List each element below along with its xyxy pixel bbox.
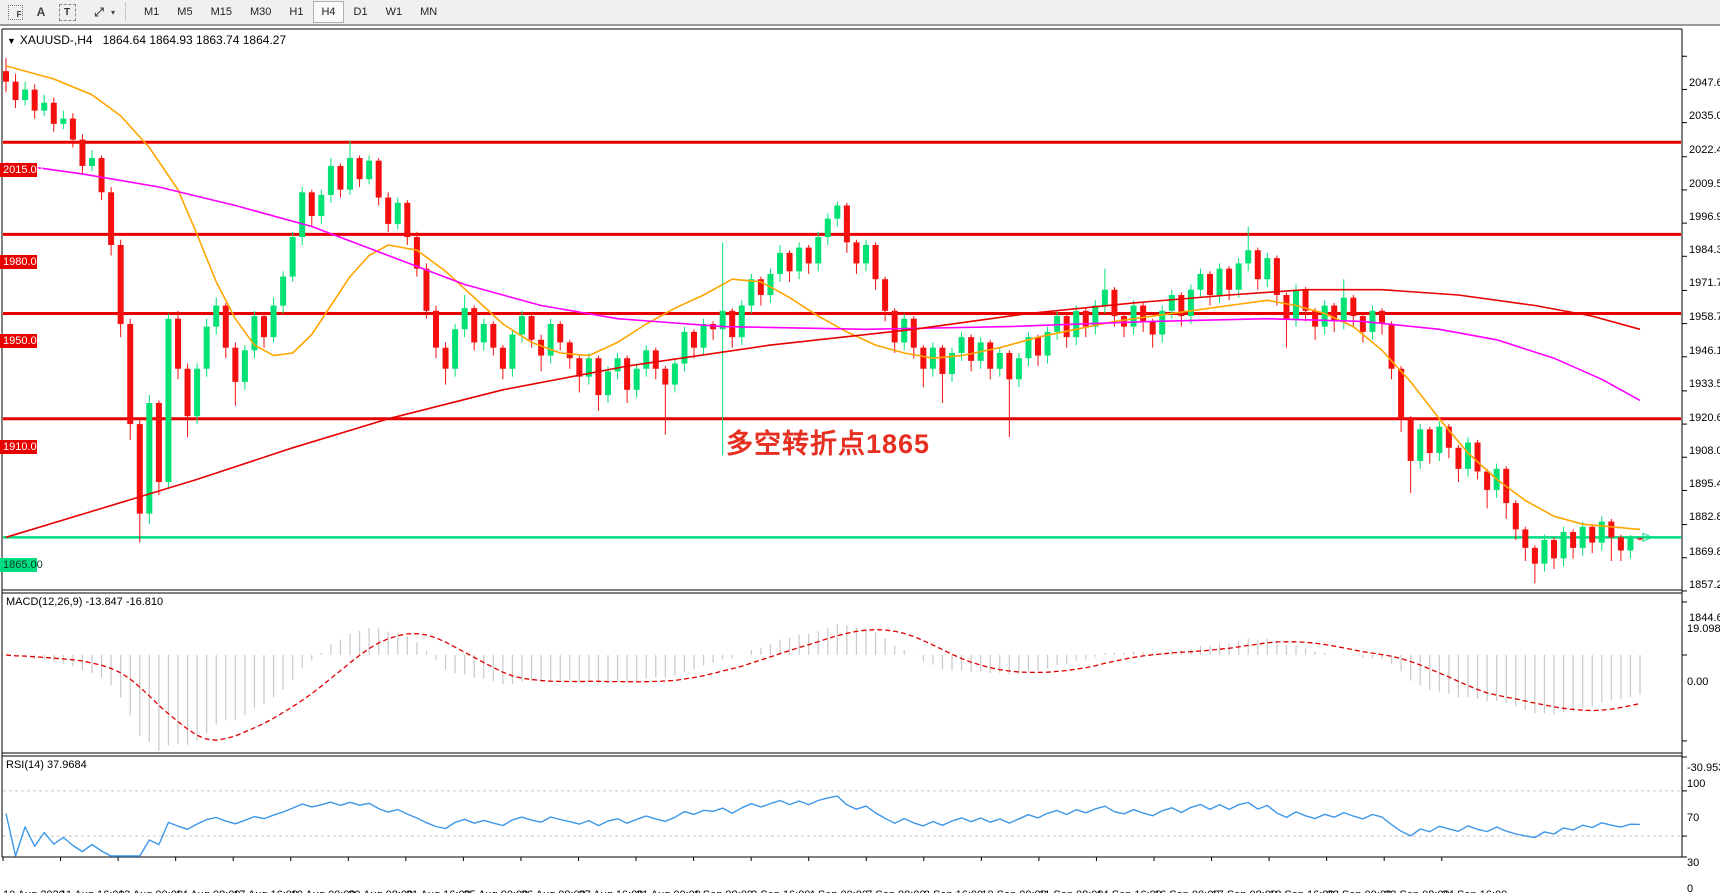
price-tick-label: 1958.75 (1689, 311, 1720, 324)
date-label: 10 Aug 2020 (3, 889, 65, 893)
text-label-icon[interactable]: A (36, 5, 46, 19)
price-tick-label: 1882.80 (1689, 511, 1720, 524)
timeframe-button-m30[interactable]: M30 (249, 6, 272, 18)
toolbar-separator (125, 3, 127, 21)
timeframe-button-h4[interactable]: H4 (313, 1, 344, 23)
date-label: 11 Aug 16:00 (61, 889, 125, 893)
price-tick-label: 1895.40 (1689, 478, 1720, 491)
macd-indicator-label: MACD(12,26,9) -13.847 -16.810 (6, 596, 163, 608)
date-label: 8 Sep 16:00 (924, 889, 983, 893)
timeframe-button-group: M1 M5 M15 M30 H1 H4 D1 W1 MN (135, 1, 446, 23)
price-tick-label: 1844.65 (1689, 611, 1720, 624)
rsi-tick-label: 70 (1687, 811, 1700, 824)
timeframe-button-mn[interactable]: MN (420, 6, 438, 18)
date-label: 2 Sep 16:00 (751, 889, 810, 893)
rsi-tick-label: 100 (1687, 778, 1706, 790)
macd-signal-line (5, 628, 1641, 741)
price-flag-green: 1865.00 (0, 558, 43, 573)
price-tick-label: 2047.65 (1689, 77, 1720, 90)
date-label: 24 Sep 16:00 (1442, 889, 1507, 893)
macd-tick-label: 19.098 (1687, 623, 1720, 635)
date-label: 11 Sep 08:00 (1039, 889, 1104, 893)
price-tick-label: 2035.05 (1689, 110, 1720, 123)
price-tick-label: 2022.45 (1689, 143, 1720, 156)
price-flag-1910.00: 1910.00 (0, 439, 43, 454)
date-label: 22 Sep 00:00 (1327, 889, 1392, 893)
ma-slow-red (5, 288, 1641, 539)
date-label: 26 Aug 08:00 (521, 889, 586, 893)
price-flag-1950.00: 1950.00 (0, 334, 43, 349)
price-tick-label: 1908.00 (1689, 445, 1720, 458)
date-label: 31 Aug 00:00 (636, 889, 701, 893)
date-label: 16 Sep 00:00 (1154, 889, 1219, 893)
price-chart-canvas[interactable] (0, 28, 1720, 893)
price-tick-label: 1996.90 (1689, 210, 1720, 223)
date-label: 27 Aug 16:00 (579, 889, 644, 893)
timeframe-button-h1[interactable]: H1 (289, 6, 304, 18)
text-tool-icon[interactable]: T (56, 2, 78, 22)
price-tick-label: 1920.60 (1689, 411, 1720, 424)
macd-values: -13.847 -16.810 (85, 596, 164, 608)
timeframe-button-m15[interactable]: M15 (210, 6, 232, 18)
rsi-value: 37.9684 (46, 759, 87, 771)
rsi-tick-label: 30 (1687, 857, 1700, 870)
toolbar: F A T ⤢ ▾ M1 M5 M15 M30 H1 H4 D1 W1 MN (0, 0, 1720, 26)
rsi-indicator-label: RSI(14) 37.9684 (6, 759, 87, 771)
date-label: 1 Sep 08:00 (694, 889, 753, 893)
rsi-tick-label: 0 (1687, 883, 1694, 893)
macd-name: MACD(12,26,9) (6, 596, 83, 608)
date-label: 25 Aug 00:00 (463, 889, 528, 893)
price-tick-label: 1946.15 (1689, 344, 1720, 357)
date-label: 14 Aug 08:00 (176, 889, 241, 893)
date-label: 23 Sep 08:00 (1384, 889, 1449, 893)
date-label: 17 Sep 08:00 (1212, 889, 1277, 893)
price-flag-2015.00: 2015.00 (0, 163, 43, 178)
timeframe-button-m1[interactable]: M1 (144, 6, 160, 18)
price-tick-label: 1933.55 (1689, 377, 1720, 390)
date-label: 18 Sep 16:00 (1269, 889, 1334, 893)
timeframe-button-w1[interactable]: W1 (385, 6, 403, 18)
ma-fast-orange (5, 65, 1641, 531)
date-label: 4 Sep 00:00 (809, 889, 868, 893)
green-line-arrow-icon (1642, 532, 1653, 542)
freehand-draw-icon[interactable]: F (4, 2, 26, 22)
symbol-label: XAUUSD-,H4 (19, 33, 93, 47)
rsi-name: RSI(14) (6, 759, 44, 771)
date-label: 21 Aug 16:00 (406, 889, 471, 893)
symbol-ohlc-line[interactable]: ▼ XAUUSD-,H4 1864.64 1864.93 1863.74 1864.… (7, 33, 286, 47)
dropdown-caret-icon[interactable]: ▾ (111, 7, 116, 17)
price-tick-label: 1869.85 (1689, 545, 1720, 558)
price-tick-label: 1971.70 (1689, 277, 1720, 290)
macd-tick-label: 0.00 (1687, 676, 1709, 688)
date-label: 14 Sep 16:00 (1096, 889, 1161, 893)
rsi-line (5, 795, 1641, 857)
date-label: 20 Aug 08:00 (348, 889, 413, 893)
price-tick-label: 2009.50 (1689, 177, 1720, 190)
cursor-arrows-icon[interactable]: ⤢ (94, 4, 104, 19)
date-label: 17 Aug 16:00 (233, 889, 298, 893)
date-label: 13 Aug 00:00 (118, 889, 183, 893)
chart-area[interactable]: 2047.65 2035.05 2022.45 2009.50 1996.90 1984.… (0, 28, 1720, 893)
chart-menu-caret-icon[interactable]: ▼ (7, 36, 16, 46)
ohlc-values: 1864.64 1864.93 1863.74 1864.27 (102, 33, 287, 47)
ma-mid-magenta (5, 162, 1641, 402)
date-label: 7 Sep 08:00 (866, 889, 925, 893)
chart-annotation-text: 多空转折点1865 (726, 429, 931, 459)
price-tick-label: 1857.25 (1689, 578, 1720, 591)
macd-tick-label: -30.953 (1687, 761, 1720, 774)
price-flag-1980.00: 1980.00 (0, 255, 43, 270)
date-label: 19 Aug 00:00 (291, 889, 356, 893)
timeframe-button-d1[interactable]: D1 (353, 6, 368, 18)
price-tick-label: 1984.30 (1689, 244, 1720, 257)
timeframe-button-m5[interactable]: M5 (177, 6, 193, 18)
date-label: 10 Sep 00:00 (981, 889, 1046, 893)
